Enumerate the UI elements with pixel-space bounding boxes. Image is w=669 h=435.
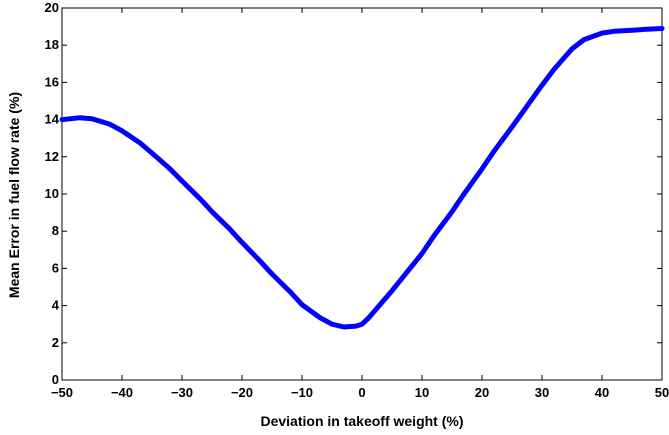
y-axis-label: Mean Error in fuel flow rate (%)	[6, 92, 22, 298]
x-tick-label: 50	[655, 385, 669, 400]
x-tick-label: −30	[171, 385, 193, 400]
y-tick-label: 6	[52, 260, 59, 275]
y-tick-label: 18	[45, 37, 59, 52]
y-tick-label: 14	[45, 112, 60, 127]
x-tick-label: −40	[111, 385, 133, 400]
y-tick-label: 12	[45, 149, 59, 164]
x-tick-labels: −50 −40 −30 −20 −10 0 10 20 30 40 50	[51, 385, 669, 400]
y-tick-label: 4	[52, 298, 60, 313]
x-tick-label: 20	[475, 385, 489, 400]
x-axis-label: Deviation in takeoff weight (%)	[260, 413, 463, 429]
x-tick-label: −20	[231, 385, 253, 400]
series-line	[59, 26, 665, 330]
x-tick-label: 30	[535, 385, 549, 400]
x-tick-label: 0	[358, 385, 365, 400]
y-tick-label: 2	[52, 335, 59, 350]
y-tick-label: 8	[52, 223, 59, 238]
x-tick-label: −10	[291, 385, 313, 400]
x-tick-label: 40	[595, 385, 609, 400]
y-tick-label: 16	[45, 74, 59, 89]
y-tick-label: 20	[45, 0, 59, 15]
y-tick-label: 10	[45, 186, 59, 201]
x-tick-label: 10	[415, 385, 429, 400]
x-tick-label: −50	[51, 385, 73, 400]
y-tick-labels: 0 2 4 6 8 10 12 14 16 18 20	[45, 0, 60, 387]
y-tick-label: 0	[52, 372, 59, 387]
